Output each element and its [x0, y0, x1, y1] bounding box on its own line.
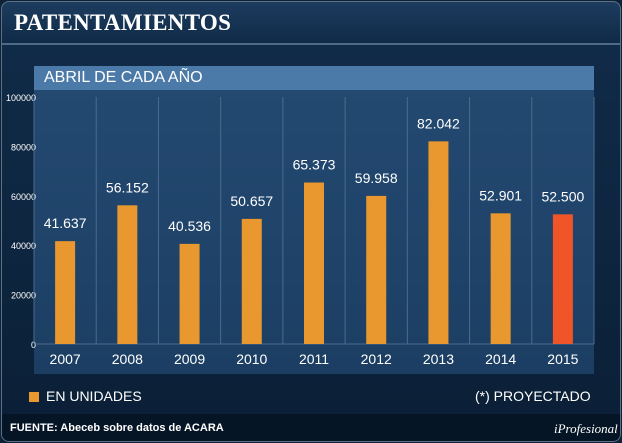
bar [304, 182, 324, 344]
y-tick-label: 100000 [6, 93, 36, 103]
projection-note: (*) PROYECTADO [475, 388, 591, 404]
x-tick-label: 2008 [112, 351, 143, 367]
bar [241, 218, 262, 344]
x-tick-label: 2014 [485, 351, 516, 367]
y-tick-label: 60000 [11, 192, 36, 202]
data-label: 56.152 [106, 179, 149, 195]
bar [428, 141, 449, 344]
bar [117, 205, 138, 344]
x-tick-label: 2007 [50, 351, 81, 367]
page-title: PATENTAMIENTOS [14, 10, 232, 35]
bar [179, 243, 200, 344]
title-divider [2, 43, 620, 45]
legend-swatch [29, 392, 39, 402]
data-label: 65.373 [293, 157, 336, 173]
x-tick-label: 2010 [236, 351, 267, 367]
y-tick-label: 0 [31, 340, 36, 350]
brand-logo: iProfesional [554, 421, 618, 436]
x-tick-label: 2011 [299, 351, 329, 367]
x-tick-label: 2009 [174, 351, 205, 367]
bar [55, 241, 76, 344]
legend-label: EN UNIDADES [46, 388, 142, 404]
bar [490, 213, 511, 344]
bar [366, 195, 387, 344]
data-label: 52.500 [541, 188, 584, 204]
subtitle-bar [34, 66, 594, 90]
y-tick-label: 40000 [11, 241, 36, 251]
bar-projected [552, 214, 573, 344]
data-label: 40.536 [168, 218, 211, 234]
data-label: 50.657 [230, 193, 273, 209]
chart-subtitle: ABRIL DE CADA AÑO [44, 69, 203, 86]
x-tick-label: 2015 [547, 351, 578, 367]
y-tick-label: 20000 [11, 291, 36, 301]
data-label: 59.958 [355, 170, 398, 186]
y-tick-label: 80000 [11, 142, 36, 152]
source-text: FUENTE: Abeceb sobre datos de ACARA [10, 422, 224, 434]
footer-bar [2, 414, 620, 441]
x-tick-label: 2013 [423, 351, 454, 367]
data-label: 41.637 [44, 215, 87, 231]
data-label: 52.901 [479, 187, 522, 203]
data-label: 82.042 [417, 115, 460, 131]
x-tick-label: 2012 [361, 351, 392, 367]
